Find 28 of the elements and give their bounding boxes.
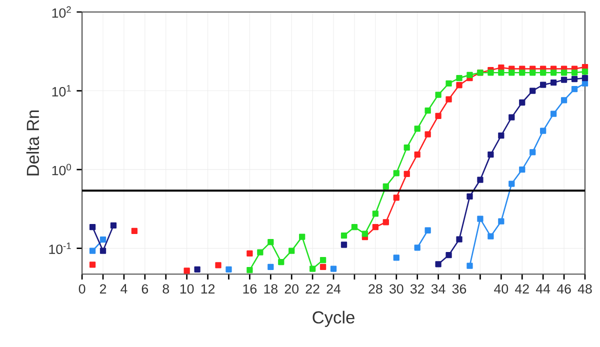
x-tick-label: 20: [284, 284, 299, 294]
x-tick-label: 40: [494, 284, 508, 294]
x-tick-label: 22: [306, 284, 320, 294]
x-tick-label: 16: [243, 284, 257, 294]
x-tick-label: 46: [556, 284, 571, 294]
x-tick-label: 48: [578, 284, 592, 294]
x-tick-label: 36: [452, 284, 466, 294]
x-tick-label: 10: [180, 284, 194, 294]
x-tick-label: 0: [78, 284, 86, 294]
x-tick-label: 44: [536, 284, 550, 294]
x-tick-label: 32: [410, 284, 424, 294]
y-tick-label: 10$^{1}$: [52, 84, 71, 96]
y-tick-label: 10$^{-1}$: [49, 242, 71, 254]
y-tick-label: 10$^{0}$: [52, 164, 71, 176]
x-tick-label: 34: [431, 284, 446, 294]
x-tick-label: 30: [389, 284, 404, 294]
x-tick-label: 28: [368, 284, 382, 294]
x-tick-label: 24: [326, 284, 341, 294]
x-tick-label: 6: [142, 284, 148, 294]
x-tick-label: 42: [515, 284, 529, 294]
x-tick-label: 4: [120, 284, 128, 294]
x-tick-label: 8: [162, 284, 170, 294]
x-axis-title: Cycle: [312, 310, 354, 327]
x-tick-label: 2: [100, 284, 106, 294]
y-tick-label: 10$^{2}$: [52, 6, 71, 18]
x-tick-label: 12: [201, 284, 215, 294]
x-tick-label: 18: [264, 284, 278, 294]
y-axis-title: Delta Rn: [26, 110, 40, 176]
